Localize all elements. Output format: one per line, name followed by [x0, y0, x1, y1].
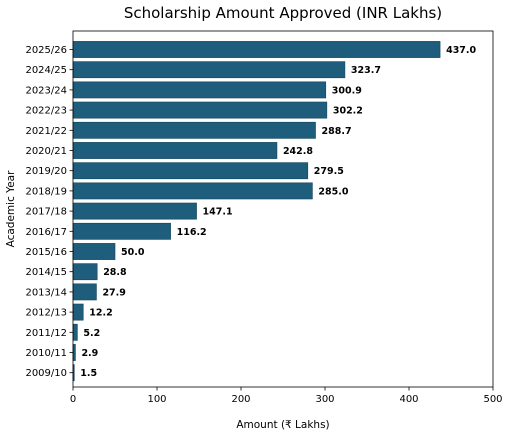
- data-label: 147.1: [203, 207, 233, 218]
- bars-group: [72, 41, 441, 382]
- y-axis-ticks: 2025/26 2024/25 2023/24 2022/23 2021/22 2020/…: [25, 45, 73, 379]
- bar-2023-24: [72, 81, 327, 99]
- chart-title: Scholarship Amount Approved (INR Lakhs): [124, 4, 442, 22]
- y-tick-label: 2020/21: [25, 146, 67, 157]
- y-tick-label: 2015/16: [25, 247, 67, 258]
- y-tick-label: 2009/10: [25, 368, 67, 379]
- x-tick-label: 300: [315, 394, 334, 405]
- data-label: 27.9: [102, 287, 125, 298]
- y-tick-label: 2023/24: [25, 85, 67, 96]
- x-tick-label: 100: [147, 394, 166, 405]
- y-tick-label: 2019/20: [25, 166, 67, 177]
- data-label: 28.8: [103, 267, 127, 278]
- y-tick-label: 2025/26: [25, 45, 67, 56]
- y-tick-label: 2016/17: [25, 227, 67, 238]
- y-tick-label: 2012/13: [25, 308, 67, 319]
- y-tick-label: 2014/15: [25, 267, 67, 278]
- bar-2018-19: [72, 182, 313, 200]
- bar-2019-20: [72, 162, 309, 180]
- x-tick-label: 500: [483, 394, 502, 405]
- data-label: 323.7: [351, 65, 381, 76]
- bar-2024-25: [72, 61, 346, 79]
- x-tick-label: 0: [70, 394, 76, 405]
- bar-2013-14: [72, 283, 97, 301]
- bar-2022-23: [72, 101, 328, 119]
- y-axis-label: Academic Year: [5, 170, 17, 248]
- data-label: 288.7: [322, 126, 352, 137]
- data-label: 116.2: [177, 227, 207, 238]
- data-label: 242.8: [283, 146, 313, 157]
- bar-2017-18: [72, 202, 197, 220]
- plot-area-frame: [72, 30, 494, 388]
- bar-2012-13: [72, 303, 84, 321]
- bar-2025-26: [72, 41, 441, 58]
- x-tick-label: 400: [399, 394, 418, 405]
- data-label: 285.0: [318, 186, 348, 197]
- y-tick-label: 2013/14: [25, 287, 67, 298]
- bar-2021-22: [72, 121, 316, 139]
- bar-2014-15: [72, 263, 98, 281]
- data-label: 1.5: [80, 368, 97, 379]
- bar-2015-16: [72, 243, 116, 260]
- y-tick-label: 2021/22: [25, 126, 67, 137]
- y-tick-label: 2022/23: [25, 106, 67, 117]
- data-label: 5.2: [83, 328, 100, 339]
- data-label: 12.2: [89, 308, 112, 319]
- x-tick-label: 200: [231, 394, 250, 405]
- data-label: 437.0: [446, 45, 476, 56]
- data-label: 2.9: [81, 348, 98, 359]
- y-tick-label: 2010/11: [25, 348, 67, 359]
- bar-2020-21: [72, 142, 278, 159]
- data-label: 50.0: [121, 247, 145, 258]
- x-axis-label: Amount (₹ Lakhs): [236, 419, 329, 431]
- data-label: 302.2: [333, 106, 363, 117]
- bar-2011-12: [72, 323, 78, 341]
- y-tick-label: 2017/18: [25, 207, 67, 218]
- data-label: 279.5: [314, 166, 344, 177]
- y-tick-label: 2018/19: [25, 186, 67, 197]
- bar-2016-17: [72, 222, 171, 240]
- y-tick-label: 2024/25: [25, 65, 67, 76]
- y-tick-label: 2011/12: [25, 328, 67, 339]
- data-label: 300.9: [332, 85, 362, 96]
- x-axis-ticks: 0 100 200 300 400 500: [70, 387, 503, 405]
